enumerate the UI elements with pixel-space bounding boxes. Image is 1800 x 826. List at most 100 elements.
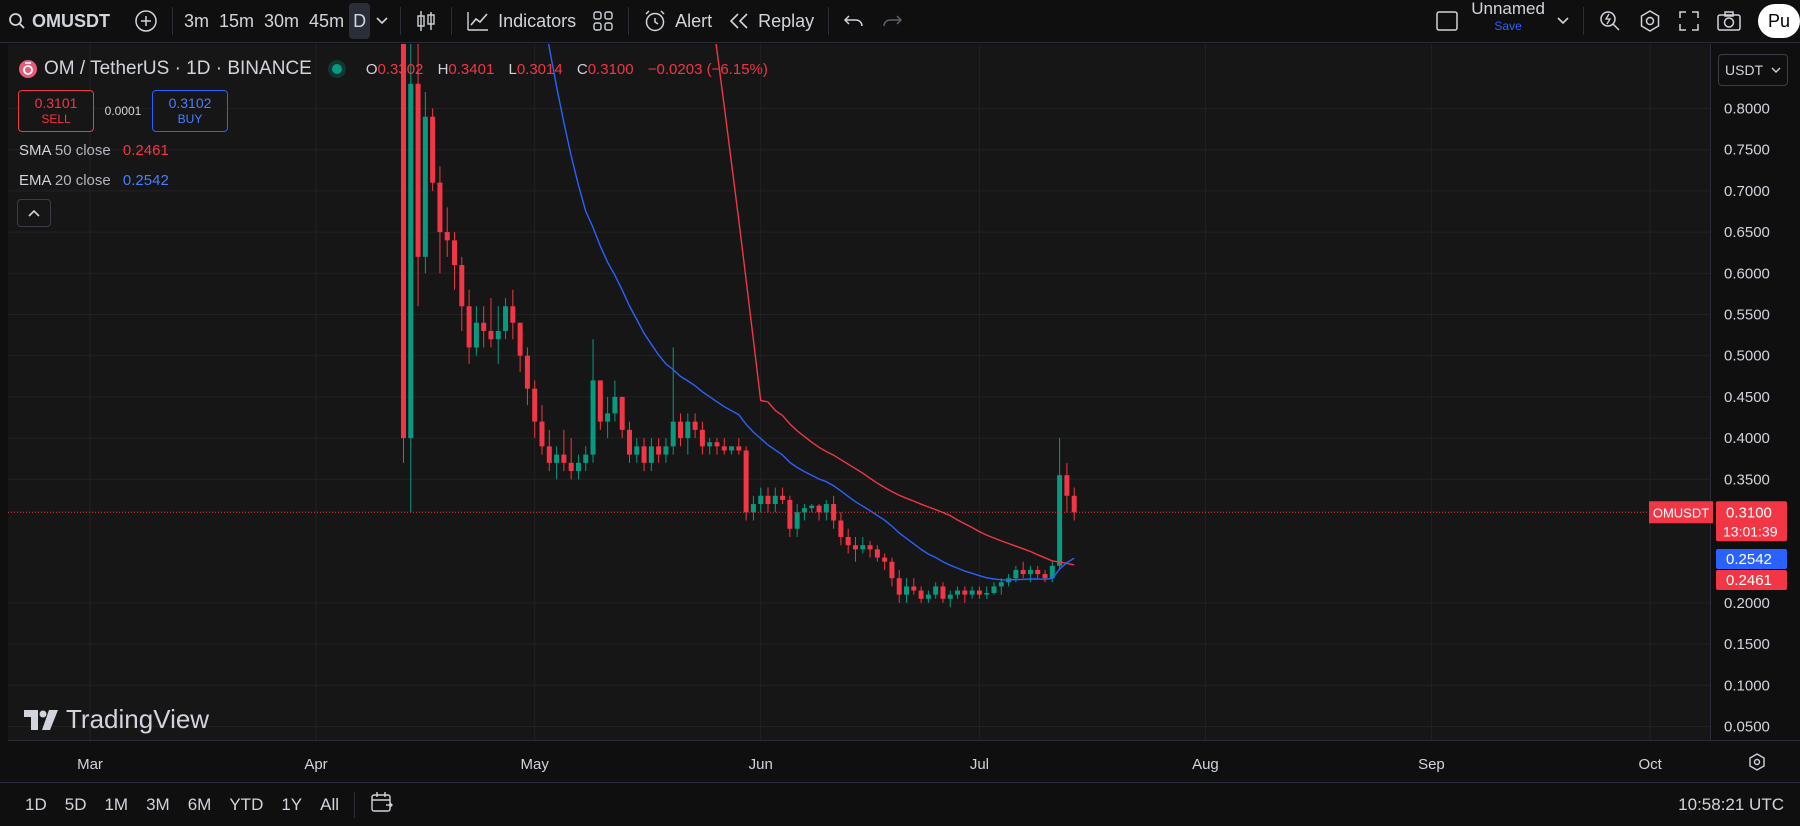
indicators-button[interactable]: Indicators (458, 0, 584, 42)
currency-select[interactable]: USDT (1718, 54, 1788, 86)
range-1y[interactable]: 1Y (281, 794, 303, 814)
redo-icon (883, 15, 903, 27)
candle-up (575, 454, 581, 480)
chart-type-button[interactable] (407, 0, 445, 42)
y-tick-label: 0.7000 (1724, 183, 1770, 200)
goto-date-button[interactable] (361, 791, 403, 818)
candle-down (466, 289, 472, 364)
candle-body (663, 446, 669, 455)
y-tick-label: 0.4500 (1724, 389, 1770, 406)
candle-body (641, 446, 647, 463)
buy-button[interactable]: 0.3102 BUY (152, 90, 228, 132)
candle-down (626, 421, 632, 463)
candle-body (882, 557, 888, 562)
candle-down (889, 557, 895, 587)
candle-down (816, 504, 822, 521)
range-5d[interactable]: 5D (64, 794, 87, 814)
fullscreen-icon (1679, 11, 1699, 31)
candle-body (634, 446, 640, 455)
candle-body (787, 499, 793, 529)
candle-body (772, 495, 778, 505)
open-key: O (365, 60, 378, 78)
candle-down (699, 421, 705, 455)
x-tick-label: Apr (304, 756, 327, 773)
candle-body (845, 536, 851, 546)
symbol-search-button[interactable]: OMUSDT (0, 0, 118, 42)
symbol-tag-bg (1649, 501, 1713, 524)
interval-30m[interactable]: 30m (264, 10, 300, 31)
symbol-price-tag: OMUSDT (1649, 501, 1713, 524)
candle-up (707, 438, 713, 455)
candle-body (823, 504, 829, 513)
candle-down (882, 553, 888, 570)
candle-body (415, 83, 421, 257)
undo-icon (844, 15, 863, 27)
candle-body (962, 590, 968, 595)
candle-down (867, 541, 873, 558)
candle-body (597, 380, 603, 422)
x-tick-label: Jul (970, 756, 989, 773)
candle-up (408, 44, 414, 513)
publish-button[interactable]: Pu (1757, 4, 1800, 38)
collapse-legend-button[interactable] (17, 199, 51, 227)
compare-symbol-button[interactable] (126, 0, 166, 42)
candle-body (466, 306, 472, 348)
x-tick-label: Aug (1192, 756, 1219, 773)
layout-button[interactable] (1427, 0, 1467, 42)
low-value: 0.3014 (516, 60, 563, 78)
range-1m[interactable]: 1M (104, 794, 129, 814)
candle-up (809, 504, 815, 513)
range-6m[interactable]: 6M (187, 794, 212, 814)
undo-button[interactable] (835, 0, 873, 42)
redo-button[interactable] (873, 0, 911, 42)
candle-body (969, 590, 975, 595)
high-key: H (437, 60, 449, 78)
price-chart[interactable]: 0.8000 0.7500 0.7000 0.6500 0.6000 0.5500 0.50… (0, 0, 1800, 782)
ema-label-value: 0.2542 (1726, 551, 1772, 568)
candle-body (947, 594, 953, 599)
layout-dropdown[interactable] (1549, 0, 1577, 42)
ema-value: 0.2542 (122, 172, 169, 189)
candle-body (1064, 475, 1070, 496)
interval-15m[interactable]: 15m (219, 10, 255, 31)
ohlc-values: O0.3302 H0.3401 L0.3014 C0.3100 −0.0203 … (366, 61, 778, 78)
range-all[interactable]: All (320, 794, 340, 814)
fullscreen-button[interactable] (1670, 0, 1708, 42)
quick-search-button[interactable] (1590, 0, 1630, 42)
low-key: L (508, 60, 517, 78)
interval-daily[interactable]: D (349, 3, 371, 39)
candle-body (546, 446, 552, 463)
plot-layer (400, 44, 1077, 608)
candle-up (422, 92, 428, 274)
candle-down (488, 298, 494, 348)
indicator-ema[interactable]: EMA 20 close 0.2542 (19, 172, 169, 189)
buy-label: BUY (177, 112, 203, 127)
layout-name-button[interactable]: Unnamed Save (1467, 0, 1549, 42)
templates-button[interactable] (584, 0, 622, 42)
interval-dropdown[interactable] (370, 0, 394, 42)
candle-down (1035, 565, 1041, 579)
settings-button[interactable] (1630, 0, 1670, 42)
range-ytd[interactable]: YTD (229, 794, 264, 814)
candle-up (503, 298, 509, 340)
candle-body (1049, 565, 1055, 579)
interval-3m[interactable]: 3m (184, 10, 210, 31)
chart-pane[interactable] (8, 44, 1710, 740)
candle-down (692, 413, 698, 439)
candle-up (984, 586, 990, 599)
snapshot-button[interactable] (1708, 0, 1750, 42)
sell-button[interactable]: 0.3101 SELL (18, 90, 94, 132)
close-key: C (576, 60, 588, 78)
range-3m[interactable]: 3M (146, 794, 170, 814)
candle-down (641, 438, 647, 472)
replay-button[interactable]: Replay (720, 0, 822, 42)
range-1d[interactable]: 1D (25, 794, 47, 814)
candle-body (911, 586, 917, 591)
candle-body (473, 322, 479, 348)
candle-down (415, 44, 421, 307)
chevron-down-icon (1557, 17, 1569, 25)
indicator-sma[interactable]: SMA 50 close 0.2461 (19, 142, 169, 159)
y-tick-label: 0.6500 (1724, 224, 1770, 241)
interval-45m[interactable]: 45m (309, 10, 345, 31)
alert-button[interactable]: Alert (635, 0, 720, 42)
